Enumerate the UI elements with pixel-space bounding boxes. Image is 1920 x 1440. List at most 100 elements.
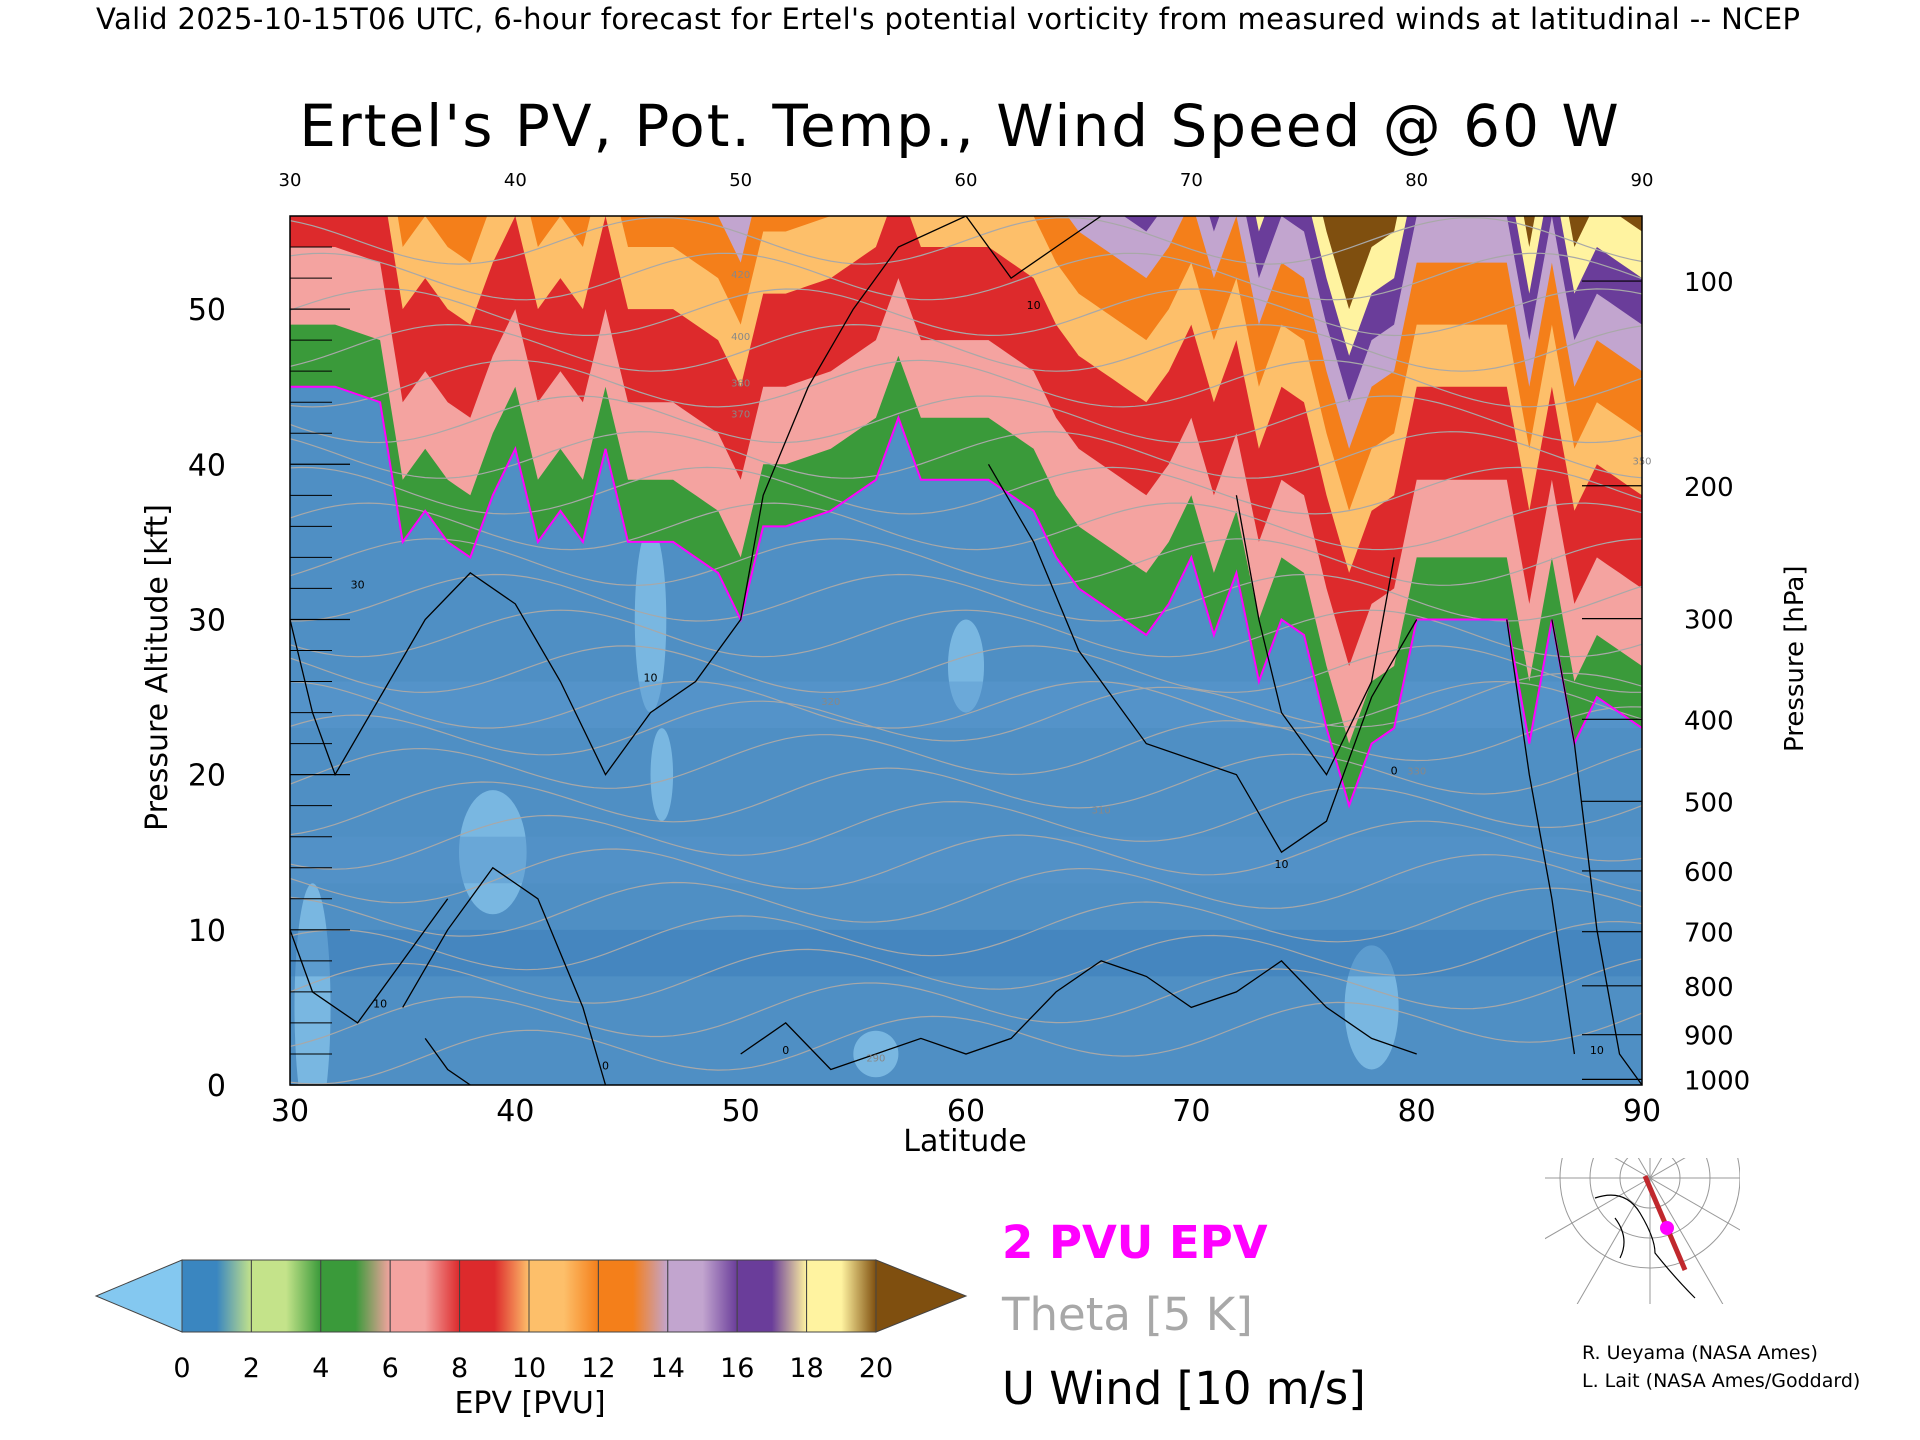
- y-tick-label: 0: [207, 1069, 226, 1104]
- theta-contour-line: [290, 920, 1642, 1004]
- low-pv-patch: [459, 790, 527, 915]
- theta-contour-line: [290, 573, 1642, 622]
- colorbar-segment: [181, 1259, 252, 1333]
- y-tick-label: 10: [188, 914, 226, 949]
- colorbar-segment: [597, 1259, 669, 1333]
- wind-contour-label: 10: [373, 997, 387, 1010]
- theta-contour-line: [290, 680, 1642, 729]
- wind-contour-line: [290, 898, 449, 1024]
- theta-contour-line: [290, 431, 1642, 479]
- x-tick-label-top: 90: [1631, 170, 1654, 191]
- colorbar-segment: [320, 1259, 391, 1333]
- wind-contours: [290, 216, 1642, 1085]
- pressure-tick-label: 200: [1684, 473, 1734, 503]
- wind-contour-line: [290, 216, 967, 777]
- low-pv-patch: [634, 526, 667, 713]
- colorbar-segment: [250, 1259, 322, 1333]
- inset-meridian: [1545, 1177, 1651, 1240]
- x-tick-label-top: 80: [1405, 170, 1428, 191]
- theta-contour-line: [290, 887, 1642, 971]
- wind-contour-label: 0: [1391, 765, 1398, 778]
- inset-meridian: [1576, 1177, 1651, 1304]
- theta-contours: [290, 216, 1642, 1085]
- theta-contour-line: [290, 787, 1642, 870]
- theta-contour-line: [290, 958, 1642, 1047]
- colorbar-tick-label: 4: [312, 1353, 329, 1384]
- x-tick-label: 40: [496, 1094, 534, 1129]
- theta-contour-line: [290, 645, 1642, 694]
- pressure-tick-label: 1000: [1684, 1066, 1750, 1096]
- legend-wind: U Wind [10 m/s]: [1002, 1362, 1366, 1415]
- colorbar-segment: [389, 1259, 461, 1333]
- wind-contour-label: 10: [1590, 1044, 1604, 1057]
- legend-theta: Theta [5 K]: [1002, 1288, 1253, 1341]
- inset-map: [1545, 1158, 1740, 1304]
- colorbar-label: EPV [PVU]: [454, 1386, 606, 1421]
- theta-contour-label: 400: [731, 332, 750, 343]
- theta-contour-line: [290, 359, 1642, 408]
- theta-contour-line: [290, 395, 1642, 444]
- pv-layer: [290, 216, 1642, 511]
- inset-meridian: [1614, 1158, 1651, 1179]
- theta-contour-line: [290, 609, 1642, 658]
- pressure-tick-label: 600: [1684, 858, 1734, 888]
- pv-band: [290, 681, 1642, 729]
- theta-contour-label: 330: [1407, 767, 1426, 778]
- inset-location-marker: [1660, 1221, 1674, 1235]
- pressure-tick-label: 400: [1684, 706, 1734, 736]
- chart-title: Ertel's PV, Pot. Temp., Wind Speed @ 60 …: [299, 92, 1621, 160]
- inset-coastline: [1594, 1194, 1696, 1299]
- theta-contour-line: [290, 216, 1642, 265]
- x-tick-label: 80: [1398, 1094, 1436, 1129]
- y-tick-label: 20: [188, 759, 226, 794]
- pv-2pvu-line: [290, 385, 1642, 809]
- low-pv-patch: [650, 728, 674, 822]
- low-pv-patch: [294, 883, 331, 1085]
- pressure-tick-label: 100: [1684, 268, 1734, 298]
- pressure-tick-label: 300: [1684, 606, 1734, 636]
- wind-contour-line: [1506, 619, 1576, 1055]
- theta-contour-line: [290, 748, 1642, 836]
- theta-contour-line: [290, 323, 1642, 372]
- theta-contour-label: 290: [866, 1054, 885, 1065]
- x-tick-label: 60: [947, 1094, 985, 1129]
- colorbar-segment: [528, 1259, 599, 1333]
- theta-contour-label: 380: [731, 379, 750, 390]
- theta-contour-line: [290, 538, 1642, 586]
- pv-field: [290, 216, 1642, 1085]
- low-pv-patch: [1344, 945, 1399, 1070]
- pressure-tick-label: 800: [1684, 973, 1734, 1003]
- theta-contour-label: 310: [1092, 805, 1111, 816]
- inset-map-grid: [1545, 1158, 1740, 1304]
- colorbar-extend-high: [875, 1259, 968, 1333]
- theta-contour-line: [290, 502, 1642, 551]
- wind-contour-label: 10: [1274, 858, 1288, 871]
- theta-contour-line: [290, 820, 1642, 904]
- colorbar-tick-label: 0: [173, 1353, 190, 1384]
- inset-meridian: [1649, 1177, 1724, 1304]
- y-tick-label: 50: [188, 293, 226, 328]
- theta-contour-line: [290, 288, 1642, 337]
- colorbar-tick-label: 16: [720, 1353, 754, 1384]
- colorbar-segment: [459, 1259, 530, 1333]
- colorbar-extend-low: [94, 1259, 183, 1333]
- x-axis-label: Latitude: [903, 1124, 1027, 1159]
- wind-contour-line: [424, 1038, 471, 1085]
- theta-contour-label: 320: [821, 697, 840, 708]
- wind-contour-line: [1235, 495, 1395, 776]
- wind-contour-label: 0: [602, 1059, 609, 1072]
- inset-map-bg: [1545, 1158, 1740, 1304]
- y-tick-label: 40: [188, 448, 226, 483]
- theta-contour-line: [290, 672, 1642, 756]
- theta-contour-line: [290, 706, 1642, 789]
- wind-contour-line: [740, 960, 1417, 1071]
- colorbar-tick-label: 6: [382, 1353, 399, 1384]
- pressure-tick-label: 900: [1684, 1022, 1734, 1052]
- colorbar-tick-label: 2: [243, 1353, 260, 1384]
- x-tick-label-top: 60: [955, 170, 978, 191]
- pv-band: [290, 836, 1642, 884]
- colorbar-tick-label: 20: [859, 1353, 893, 1384]
- x-tick-label-top: 50: [729, 170, 752, 191]
- y-tick-label: 30: [188, 603, 226, 638]
